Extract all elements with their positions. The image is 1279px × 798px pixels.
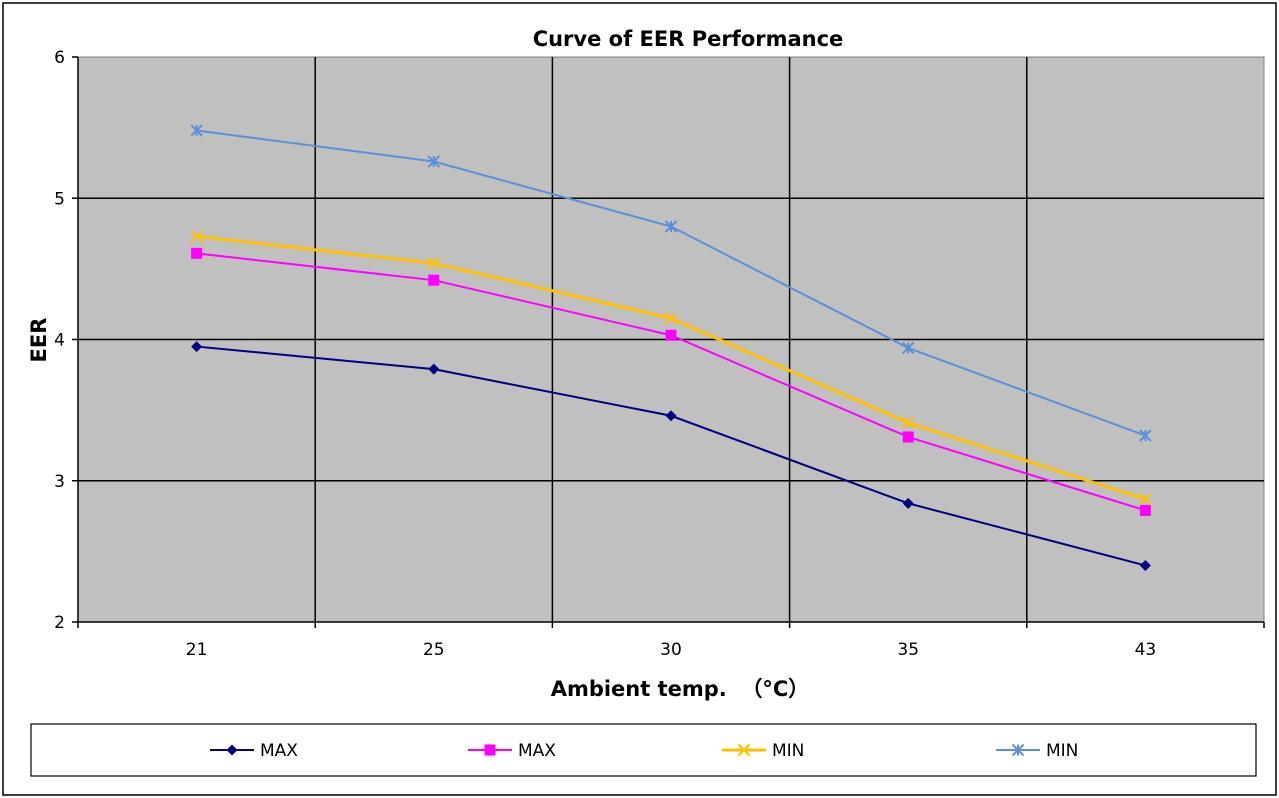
legend-entry: MIN [722, 741, 804, 761]
marker-stroke [190, 230, 203, 243]
series-3 [190, 230, 1152, 506]
series-layer [190, 124, 1152, 571]
legend-entry: MIN [996, 741, 1078, 761]
x-axis-label: Ambient temp. （°C） [551, 677, 810, 701]
marker-stroke [427, 257, 441, 270]
data-point-marker [190, 230, 203, 243]
x-tick-label: 25 [423, 640, 445, 660]
series-2 [191, 247, 1151, 516]
data-point-marker [665, 410, 677, 422]
x-tick-label: 35 [897, 640, 919, 660]
y-tick-label: 4 [54, 331, 65, 351]
data-point-marker [664, 312, 678, 325]
data-point-marker [737, 743, 751, 757]
marker-stroke [901, 416, 915, 430]
data-point-marker [1139, 492, 1152, 506]
y-tick-label: 6 [54, 48, 65, 68]
x-tick-label: 30 [660, 640, 682, 660]
data-point-marker [190, 124, 203, 137]
data-point-marker [191, 341, 203, 353]
data-point-marker [427, 155, 441, 168]
axes [72, 56, 1265, 628]
y-axis-label: EER [27, 318, 51, 363]
data-point-marker [428, 363, 440, 375]
data-point-marker [901, 341, 915, 355]
data-point-marker [427, 257, 441, 270]
y-tick-label: 2 [54, 613, 65, 633]
data-point-marker [902, 431, 914, 443]
legend: MAX MAX MIN MIN [210, 741, 1078, 761]
y-tick-label: 5 [54, 189, 65, 209]
marker-stroke [737, 743, 751, 757]
data-point-marker [1139, 504, 1151, 516]
x-tick-label: 43 [1135, 640, 1157, 660]
y-axis-ticks: 2 3 4 5 6 [54, 48, 65, 633]
legend-label: MIN [1046, 741, 1078, 761]
x-tick-label: 21 [186, 640, 208, 660]
marker-stroke [1139, 492, 1152, 506]
data-point-marker [1139, 560, 1151, 571]
data-point-marker [665, 329, 677, 341]
data-point-marker [901, 416, 915, 430]
legend-label: MAX [260, 741, 298, 761]
data-point-marker [1011, 743, 1025, 757]
data-point-marker [428, 274, 440, 286]
data-point-marker [664, 220, 678, 233]
data-point-marker [902, 497, 914, 509]
data-point-marker [484, 744, 496, 756]
data-point-marker [226, 744, 238, 756]
legend-entry: MAX [468, 741, 556, 761]
x-axis-ticks: 21 25 30 35 43 [186, 640, 1156, 660]
legend-entry: MAX [210, 741, 298, 761]
legend-label: MAX [518, 741, 556, 761]
legend-label: MIN [772, 741, 804, 761]
y-tick-label: 3 [54, 472, 65, 492]
series-1 [191, 341, 1151, 571]
chart-title: Curve of EER Performance [533, 27, 844, 51]
data-point-marker [1139, 429, 1152, 442]
series-4 [190, 124, 1152, 442]
marker-stroke [664, 312, 678, 325]
data-point-marker [191, 247, 203, 259]
